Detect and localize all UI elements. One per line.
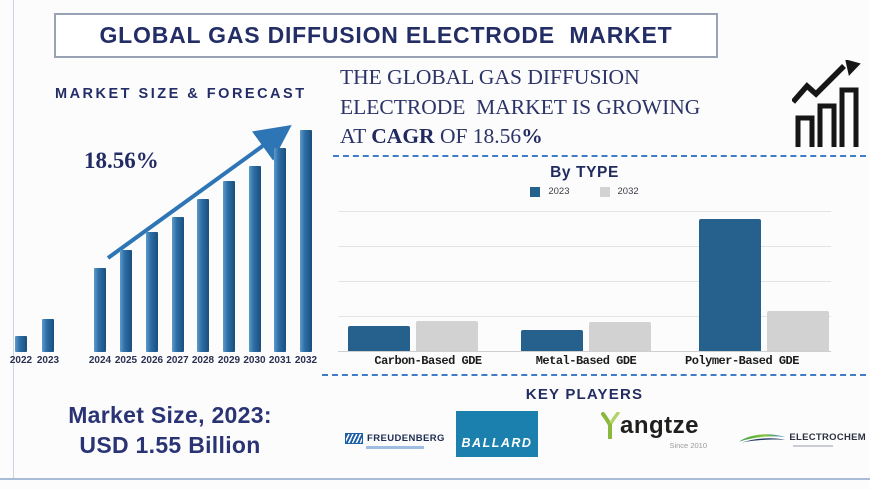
- legend-label-2023: 2023: [548, 186, 570, 197]
- forecast-year-label-2023: 2023: [36, 355, 60, 366]
- market-size-line1: Market Size, 2023:: [68, 402, 272, 428]
- type-bar-2023-polymer-based-gde: [699, 219, 761, 351]
- growth-statement-line1: THE GLOBAL GAS DIFFUSION: [340, 65, 640, 89]
- by-type-legend: 2023 2032: [338, 186, 831, 197]
- forecast-year-label-2026: 2026: [140, 355, 164, 366]
- electrochem-name: ELECTROCHEM: [789, 432, 866, 443]
- ballard-name: BALLARD: [461, 436, 533, 450]
- growth-statement-line3: AT CAGR OF 18.56%: [340, 124, 543, 148]
- forecast-bar-2025: [120, 250, 132, 352]
- forecast-section-title: MARKET SIZE & FORECAST: [55, 86, 307, 102]
- freudenberg-tagline-mark: [366, 446, 424, 449]
- yangtze-y-leaf-icon: [601, 412, 620, 439]
- by-type-chart: Carbon-Based GDE Metal-Based GDE Polymer-B…: [338, 203, 831, 373]
- forecast-bar-2022: [15, 336, 27, 352]
- market-forecast-chart: 2022 2023 2024 2025 2026 2027 2028 2029 2030 2031…: [10, 118, 326, 366]
- yangtze-since-label: Since 2010: [669, 441, 707, 450]
- type-bar-2032-polymer-based-gde: [767, 311, 829, 351]
- by-type-title: By TYPE: [550, 164, 619, 181]
- forecast-year-label-2024: 2024: [88, 355, 112, 366]
- yangtze-name: angtze: [620, 412, 700, 439]
- dashed-divider-top: [333, 155, 866, 157]
- type-bar-2032-carbon-based-gde: [416, 321, 478, 351]
- legend-swatch-2023: [530, 186, 541, 197]
- forecast-year-label-2032: 2032: [294, 355, 318, 366]
- logo-electrochem: ELECTROCHEM: [738, 431, 866, 447]
- freudenberg-flag-icon: [345, 433, 363, 444]
- type-bar-2023-carbon-based-gde: [348, 326, 410, 351]
- forecast-bar-2024: [94, 268, 106, 352]
- logo-yangtze: angtze Since 2010: [600, 412, 715, 450]
- forecast-bar-2029: [223, 181, 235, 352]
- forecast-year-label-2029: 2029: [217, 355, 241, 366]
- legend-swatch-2032: [599, 186, 610, 197]
- frame-left-border: [13, 0, 14, 478]
- frame-bottom-border: [0, 478, 870, 480]
- gridline: [338, 281, 831, 282]
- market-size-line2: USD 1.55 Billion: [79, 432, 261, 458]
- forecast-bar-2027: [171, 217, 184, 352]
- logo-ballard: BALLARD: [456, 411, 538, 457]
- forecast-year-label-2022: 2022: [9, 355, 33, 366]
- forecast-bar-2023: [42, 319, 54, 352]
- forecast-bar-2030: [248, 166, 261, 352]
- forecast-bar-2026: [146, 232, 158, 352]
- type-bar-2032-metal-based-gde: [589, 322, 651, 351]
- key-players-title: KEY PLAYERS: [525, 386, 644, 403]
- forecast-year-label-2031: 2031: [268, 355, 292, 366]
- type-category-label: Metal-Based GDE: [535, 354, 637, 368]
- electrochem-tagline-mark: [793, 445, 833, 447]
- dashed-divider-bottom: [322, 374, 866, 376]
- legend-label-2032: 2032: [617, 186, 639, 197]
- forecast-year-label-2030: 2030: [243, 355, 266, 366]
- logo-freudenberg: FREUDENBERG: [345, 433, 455, 449]
- forecast-bar-2032: [300, 130, 312, 352]
- gridline: [338, 316, 831, 317]
- growth-chart-icon: [792, 60, 861, 147]
- growth-statement-line2: ELECTRODE MARKET IS GROWING: [340, 94, 701, 119]
- freudenberg-name: FREUDENBERG: [367, 433, 445, 444]
- gridline: [338, 246, 831, 247]
- forecast-year-label-2028: 2028: [191, 355, 215, 366]
- type-bar-2023-metal-based-gde: [521, 330, 583, 351]
- forecast-year-label-2027: 2027: [166, 355, 189, 366]
- growth-statement: THE GLOBAL GAS DIFFUSION ELECTRODE MARKE…: [340, 63, 810, 152]
- type-category-label: Carbon-Based GDE: [374, 354, 482, 368]
- forecast-bar-2028: [197, 199, 209, 352]
- x-axis-baseline: [338, 351, 831, 352]
- gridline: [338, 211, 831, 212]
- forecast-bar-2031: [274, 148, 286, 352]
- title-banner: GLOBAL GAS DIFFUSION ELECTRODE MARKET: [54, 13, 718, 58]
- electrochem-swoosh-icon: [738, 434, 786, 443]
- page-title: GLOBAL GAS DIFFUSION ELECTRODE MARKET: [99, 22, 673, 48]
- type-category-label: Polymer-Based GDE: [685, 354, 799, 368]
- forecast-year-label-2025: 2025: [114, 355, 138, 366]
- market-size-callout: Market Size, 2023: USD 1.55 Billion: [28, 400, 312, 460]
